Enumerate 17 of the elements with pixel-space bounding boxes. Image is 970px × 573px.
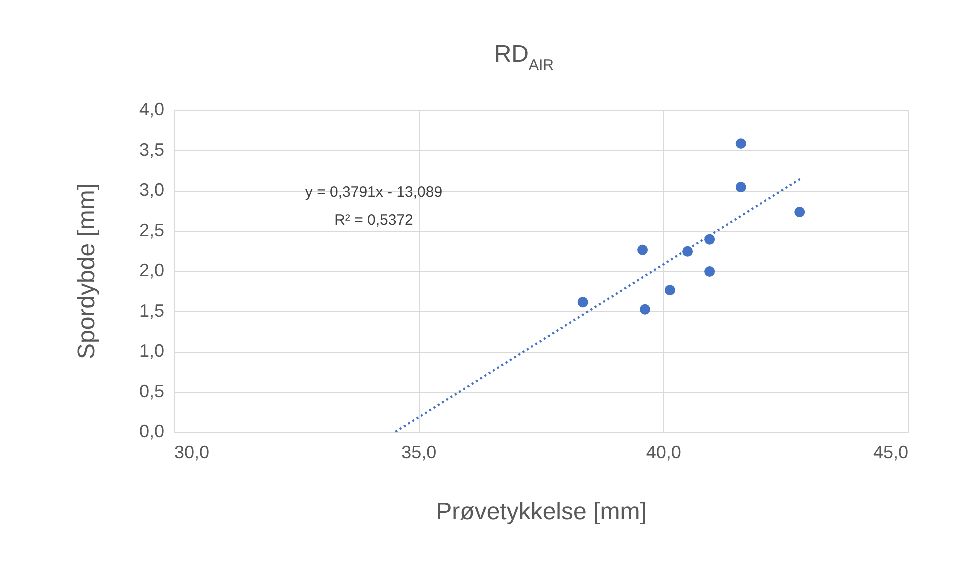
y-tick-label: 3,5 [139,140,164,160]
x-tick-label: 30,0 [174,442,210,462]
annotation: R² = 0,5372 [334,212,414,229]
y-tick-label: 0,0 [139,422,164,442]
y-axis-title: Spordybde [mm] [73,183,100,360]
x-tick-label: 40,0 [646,442,682,462]
y-tick-label: 0,5 [139,381,164,402]
x-tick-label: 35,0 [402,442,437,462]
y-tick-label: 2,0 [139,260,164,280]
annotation: y = 0,3791x - 13,089 [305,184,443,201]
x-tick-label: 45,0 [873,442,908,462]
y-tick-label: 4,0 [139,100,164,120]
y-tick-label: 1,5 [139,300,164,321]
y-tick-label: 2,5 [139,220,164,240]
y-tick-label: 1,0 [139,341,164,361]
y-tick-label: 3,0 [139,180,164,200]
x-axis-title: Prøvetykkelse [mm] [436,498,647,526]
